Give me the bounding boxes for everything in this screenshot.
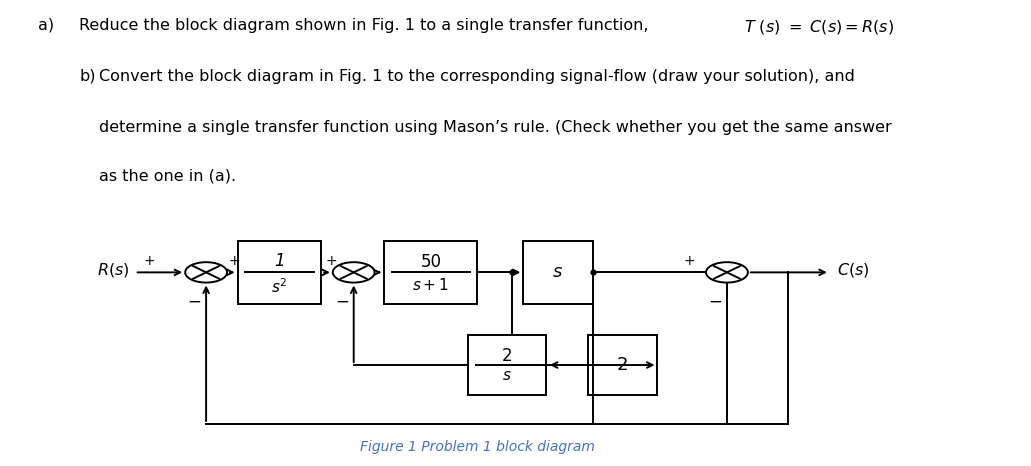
Text: $R(s)$: $R(s)$ <box>97 261 130 279</box>
Text: b): b) <box>79 69 96 83</box>
Circle shape <box>706 262 747 282</box>
Text: 1: 1 <box>274 252 285 270</box>
Text: a): a) <box>37 18 54 33</box>
Text: −: − <box>335 293 350 311</box>
Text: 2: 2 <box>502 347 512 365</box>
Text: +: + <box>229 254 240 268</box>
Text: +: + <box>325 254 337 268</box>
Bar <box>523 241 593 304</box>
Text: $s^2$: $s^2$ <box>271 277 288 295</box>
Circle shape <box>333 262 374 282</box>
Bar <box>588 335 658 395</box>
Text: Figure 1 Problem 1 block diagram: Figure 1 Problem 1 block diagram <box>360 440 595 454</box>
Text: Convert the block diagram in Fig. 1 to the corresponding signal-flow (draw your : Convert the block diagram in Fig. 1 to t… <box>99 69 856 83</box>
Text: $s+1$: $s+1$ <box>412 277 450 293</box>
Text: +: + <box>143 254 155 268</box>
Text: Reduce the block diagram shown in Fig. 1 to a single transfer function,: Reduce the block diagram shown in Fig. 1… <box>79 18 654 33</box>
Text: $C(s)$: $C(s)$ <box>837 261 870 279</box>
Bar <box>237 241 322 304</box>
Text: +: + <box>684 254 695 268</box>
Text: $s$: $s$ <box>502 368 511 383</box>
Text: determine a single transfer function using Mason’s rule. (Check whether you get : determine a single transfer function usi… <box>99 119 892 135</box>
Circle shape <box>186 262 227 282</box>
Bar <box>468 335 546 395</box>
Text: −: − <box>188 293 202 311</box>
Text: −: − <box>708 293 723 311</box>
Text: $s$: $s$ <box>553 263 564 281</box>
Text: as the one in (a).: as the one in (a). <box>99 168 236 183</box>
Bar <box>385 241 477 304</box>
Text: 2: 2 <box>617 356 629 374</box>
Text: 50: 50 <box>421 253 441 271</box>
Text: $T\ (s)\ =\ C(s) = R(s)$: $T\ (s)\ =\ C(s) = R(s)$ <box>744 18 894 35</box>
